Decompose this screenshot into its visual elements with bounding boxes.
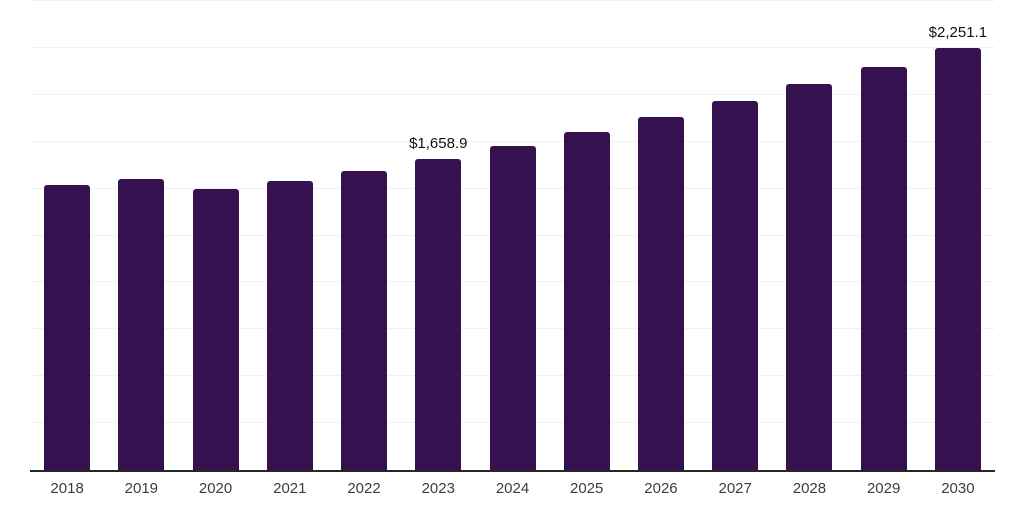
plot-area: $1,658.9 $2,251.1 [30, 0, 995, 472]
gridline [30, 140, 995, 142]
bar-2022 [341, 170, 388, 470]
data-label-2030: $2,251.1 [928, 23, 988, 41]
x-tick-2024: 2024 [495, 480, 530, 497]
bar-2030 [934, 47, 981, 470]
gridline [30, 93, 995, 95]
x-tick-2028: 2028 [792, 480, 827, 497]
x-tick-2030: 2030 [941, 480, 975, 497]
x-tick-2018: 2018 [50, 480, 84, 497]
x-tick-2021: 2021 [273, 480, 307, 497]
bar-2027 [712, 101, 759, 470]
x-tick-2023: 2023 [421, 480, 455, 497]
x-tick-2020: 2020 [198, 480, 233, 497]
gridline [30, 0, 995, 1]
x-axis-line [30, 470, 995, 472]
x-tick-2022: 2022 [347, 480, 381, 497]
bar-2020 [192, 188, 239, 470]
x-tick-2019: 2019 [124, 480, 159, 497]
bar-2026 [637, 117, 684, 470]
x-tick-2029: 2029 [866, 480, 901, 497]
x-tick-2025: 2025 [570, 480, 604, 497]
x-tick-2026: 2026 [644, 480, 678, 497]
bar-2021 [266, 181, 313, 470]
bar-2029 [860, 66, 907, 470]
bar-2023 [415, 158, 462, 470]
bar-2024 [489, 146, 536, 470]
data-label-2023: $1,658.9 [409, 134, 468, 152]
bar-2018 [44, 184, 91, 470]
bar-2028 [786, 83, 833, 470]
bar-2025 [563, 132, 610, 470]
bar-2019 [118, 179, 165, 470]
x-tick-2027: 2027 [718, 480, 752, 497]
gridline [30, 46, 995, 48]
